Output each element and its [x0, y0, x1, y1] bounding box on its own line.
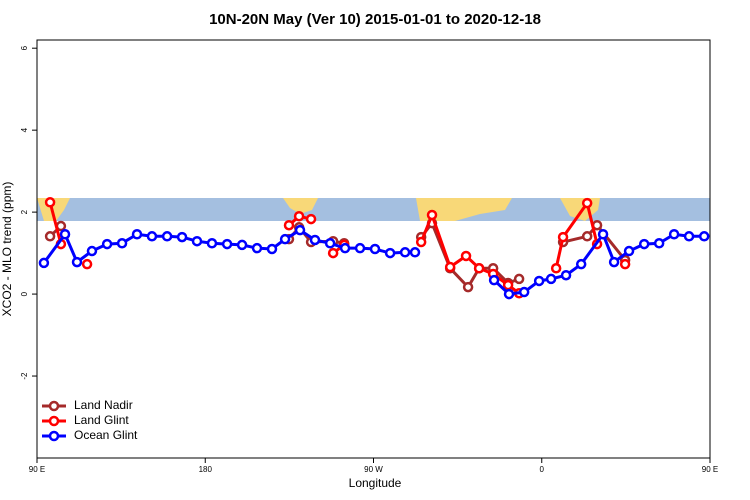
land-shape — [283, 198, 318, 214]
point — [55, 220, 67, 232]
point — [550, 263, 562, 274]
point — [608, 256, 620, 268]
point — [354, 242, 366, 254]
point — [462, 281, 474, 293]
point — [473, 263, 485, 274]
point — [513, 273, 525, 285]
y-tick-label: 6 — [20, 45, 29, 50]
point — [409, 247, 421, 258]
y-tick-label: 0 — [20, 291, 29, 296]
point — [294, 224, 306, 236]
point — [161, 231, 173, 242]
point — [191, 235, 203, 247]
point — [266, 243, 278, 255]
x-axis-label: Longitude — [349, 476, 402, 490]
point — [146, 231, 158, 242]
point — [560, 269, 572, 281]
point — [488, 274, 500, 286]
y-axis-label: XCO2 - MLO trend (ppm) — [0, 182, 14, 317]
point — [502, 279, 514, 291]
x-tick-label: 0 — [540, 465, 545, 474]
point — [116, 238, 128, 249]
y-tick-label: -2 — [20, 372, 29, 380]
point — [176, 231, 188, 243]
x-tick-label: 90 E — [29, 465, 45, 474]
point — [653, 238, 665, 249]
point — [575, 258, 587, 270]
point — [71, 256, 83, 268]
point — [81, 258, 93, 270]
point — [683, 231, 695, 242]
point — [236, 239, 248, 251]
point — [399, 247, 411, 258]
point — [324, 238, 336, 249]
point — [309, 234, 321, 246]
point — [668, 228, 680, 240]
point — [44, 197, 56, 208]
point — [415, 236, 427, 248]
point — [557, 231, 569, 243]
point — [597, 228, 609, 240]
chart-title: 10N-20N May (Ver 10) 2015-01-01 to 2020-… — [209, 11, 541, 28]
point — [101, 238, 113, 250]
point — [444, 261, 456, 273]
point — [221, 238, 233, 250]
point — [305, 213, 317, 225]
legend-label: Land Nadir — [74, 398, 133, 412]
ocean-band — [37, 198, 710, 221]
x-tick-label: 90 E — [702, 465, 718, 474]
point — [86, 245, 98, 257]
legend-label: Ocean Glint — [74, 428, 138, 442]
point — [619, 258, 631, 270]
point — [369, 243, 381, 255]
point — [327, 247, 339, 259]
legend-marker — [48, 415, 60, 427]
point — [623, 245, 635, 257]
point — [283, 219, 295, 231]
point — [591, 219, 603, 231]
point — [44, 231, 56, 242]
legend-marker — [48, 430, 60, 442]
point — [59, 228, 71, 240]
land-shape — [416, 198, 512, 221]
point — [339, 242, 351, 254]
point — [533, 275, 545, 287]
point — [581, 231, 593, 242]
point — [638, 238, 650, 250]
point — [293, 210, 305, 222]
y-tick-label: 2 — [20, 209, 29, 214]
point — [426, 209, 438, 221]
series-line — [42, 228, 705, 296]
point — [206, 238, 218, 249]
point — [460, 250, 472, 262]
point — [581, 197, 593, 209]
point — [503, 288, 515, 300]
point — [279, 233, 291, 245]
point — [38, 257, 50, 269]
point — [545, 273, 557, 285]
point — [131, 228, 143, 240]
x-tick-label: 90 W — [364, 465, 383, 474]
point — [518, 286, 530, 298]
x-tick-label: 180 — [199, 465, 213, 474]
legend-label: Land Glint — [74, 413, 129, 427]
point — [251, 242, 263, 254]
map-strip — [37, 198, 710, 221]
legend-marker — [48, 400, 60, 412]
point — [698, 231, 710, 242]
point — [384, 247, 396, 259]
y-tick-label: 4 — [20, 127, 29, 132]
